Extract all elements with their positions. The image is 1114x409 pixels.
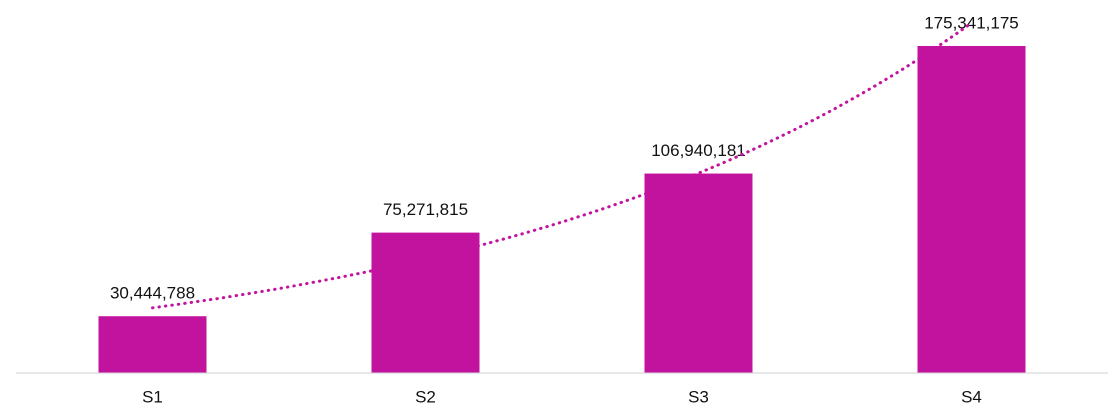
- bar: [98, 316, 207, 373]
- trendline: [151, 21, 973, 310]
- x-tick-label: S4: [961, 387, 982, 406]
- bar: [371, 232, 480, 373]
- x-tick-label: S3: [688, 387, 709, 406]
- x-tick-label: S2: [415, 387, 436, 406]
- data-label: 30,444,788: [110, 284, 195, 303]
- data-label: 106,940,181: [651, 141, 746, 160]
- x-tick-label: S1: [142, 387, 163, 406]
- data-label: 75,271,815: [383, 200, 468, 219]
- data-label: 175,341,175: [924, 13, 1019, 32]
- bar: [917, 45, 1026, 373]
- bar: [644, 173, 753, 373]
